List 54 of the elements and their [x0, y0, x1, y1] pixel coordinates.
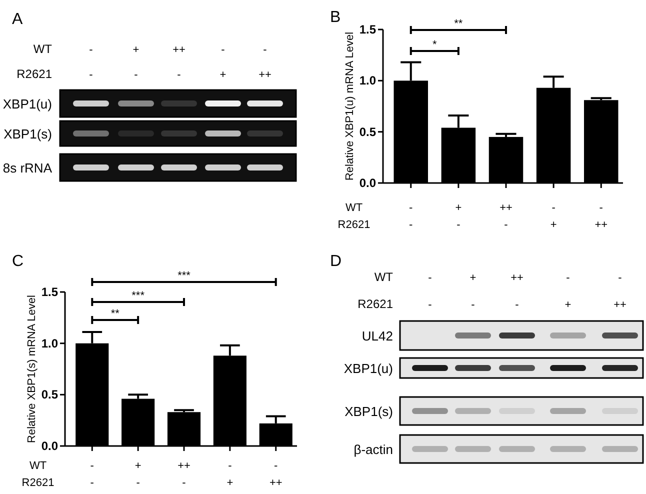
category-label: - ++	[258, 44, 272, 81]
y-tick-label: 0.0	[359, 176, 376, 190]
category-label: + -	[470, 272, 476, 311]
category-label: - +	[564, 272, 572, 311]
text: D	[330, 253, 342, 270]
annotation: **	[454, 18, 464, 30]
y-tick-label: 0.0	[41, 439, 58, 453]
category-label: XBP1(s)	[4, 126, 52, 142]
chart-title: C	[12, 253, 24, 270]
category-label: - ++	[614, 272, 626, 311]
category-label: - -	[428, 272, 432, 311]
x-tick-label: - ++	[269, 460, 282, 489]
text: R2621	[16, 67, 52, 81]
text: WT	[345, 202, 363, 214]
annotation: ***	[132, 290, 146, 302]
text: A	[12, 11, 23, 28]
y-axis-title: Relative XBP1(s) mRNA Level	[26, 295, 38, 443]
category-label: β-actin	[354, 442, 393, 457]
x-tick-label: - -	[409, 202, 414, 231]
x-tick-label: - -	[90, 460, 94, 489]
text: R2621	[22, 477, 54, 489]
x-tick-label: ++ -	[178, 460, 190, 489]
y-tick-label: 0.5	[359, 124, 376, 139]
category-label: + -	[132, 44, 140, 81]
x-tick-label: + -	[134, 460, 142, 489]
text: ***	[178, 270, 192, 282]
y-tick-label: 1.0	[41, 336, 58, 350]
category-label: ++ -	[172, 44, 186, 81]
category-label: XBP1(u)	[344, 361, 393, 376]
annotation: **	[110, 308, 120, 320]
category-label: ++ -	[510, 272, 524, 311]
annotation: *	[432, 39, 438, 51]
x-tick-label: + -	[455, 202, 462, 231]
x-tick-label: - ++	[594, 202, 608, 231]
category-label: XBP1(s)	[344, 404, 393, 419]
y-axis-title: Relative XBP1(u) mRNA Level	[344, 32, 356, 181]
text: R2621	[358, 297, 394, 311]
x-tick-label: - +	[226, 460, 234, 489]
text: R2621	[338, 219, 370, 231]
x-tick-label: ++ -	[500, 202, 512, 231]
x-tick-label: - +	[550, 202, 557, 231]
text: WT	[29, 460, 47, 472]
y-tick-label: 0.5	[41, 388, 58, 402]
y-tick-label: 1.0	[359, 74, 376, 88]
category-label: - +	[220, 44, 226, 81]
text: WT	[374, 270, 394, 284]
category-label: 8s rRNA	[2, 160, 52, 176]
category-label: UL42	[362, 328, 393, 344]
y-tick-label: 1.5	[359, 22, 376, 36]
text: WT	[33, 42, 53, 56]
category-label: XBP1(u)	[2, 96, 52, 112]
category-label: - -	[89, 44, 94, 81]
y-tick-label: 1.5	[41, 285, 58, 299]
chart-title: B	[330, 9, 341, 26]
